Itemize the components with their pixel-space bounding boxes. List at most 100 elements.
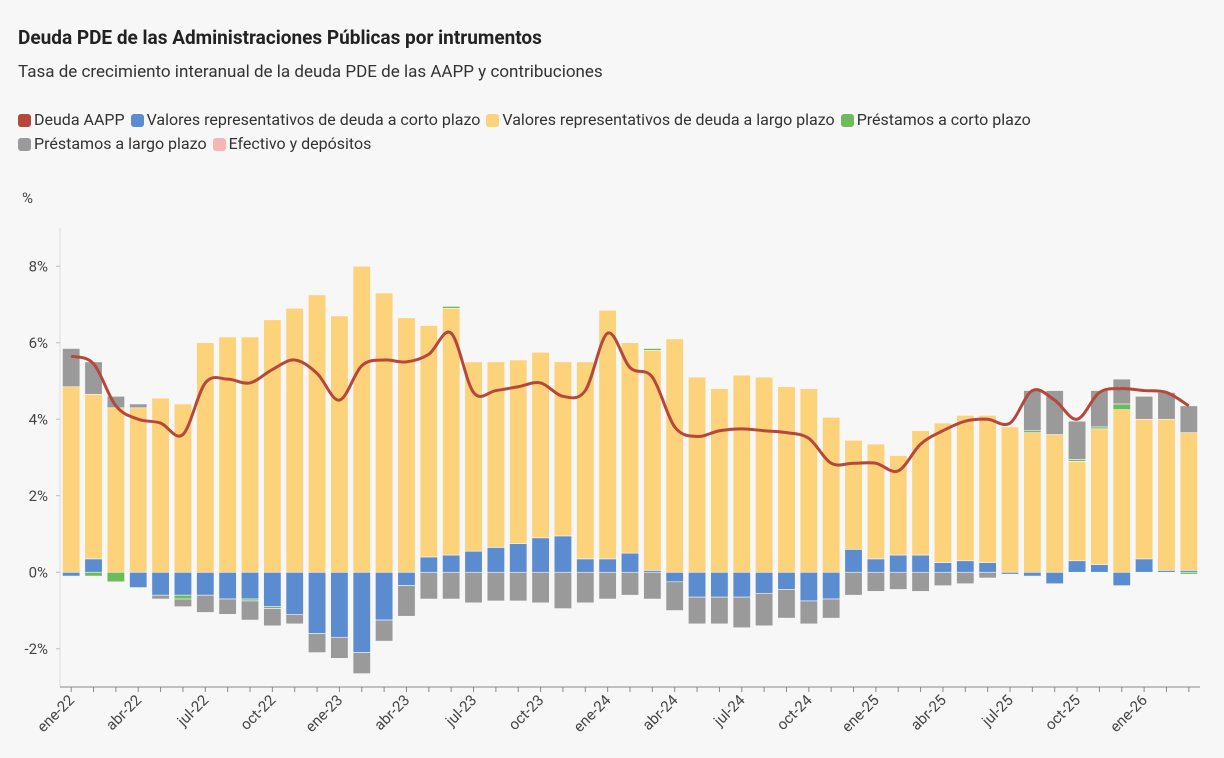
x-tick-label: abr-24 [639, 691, 682, 734]
bar [576, 571, 595, 604]
x-tick-label: ene-23 [302, 691, 347, 736]
bar [352, 265, 371, 573]
bar [419, 325, 438, 558]
legend-item: Valores representativos de deuda a largo… [486, 108, 835, 132]
chart-title: Deuda PDE de las Administraciones Públic… [18, 26, 542, 49]
bar [956, 560, 975, 573]
bar [1068, 560, 1087, 573]
bar [665, 571, 684, 583]
legend: Deuda AAPP Valores representativos de deu… [18, 108, 1208, 156]
bar [173, 594, 192, 600]
bar [531, 571, 550, 604]
bar [62, 386, 81, 573]
bar [1090, 390, 1109, 428]
legend-label: Valores representativos de deuda a largo… [502, 110, 835, 129]
bar [799, 571, 818, 602]
bar [173, 571, 192, 596]
bar [442, 571, 461, 600]
x-tick-label: oct-22 [237, 691, 280, 734]
bar [442, 554, 461, 573]
bar [486, 361, 505, 548]
bar [576, 558, 595, 573]
y-tick-label: 8% [29, 257, 48, 275]
bar [263, 571, 282, 607]
bar [151, 571, 170, 596]
bar [1135, 558, 1154, 573]
bar [710, 388, 729, 573]
bar [285, 614, 304, 625]
bar [1090, 428, 1109, 565]
x-tick-label: oct-24 [773, 691, 816, 734]
bar [911, 554, 930, 573]
bar [553, 571, 572, 609]
bar [844, 571, 863, 596]
bar [665, 338, 684, 573]
bar [240, 600, 260, 621]
bar [419, 556, 438, 573]
legend-label: Valores representativos de deuda a corto… [146, 110, 481, 129]
bar [531, 352, 550, 539]
bar [196, 594, 215, 613]
bar [308, 633, 327, 653]
bar [397, 317, 416, 573]
x-tick-label: jul-24 [709, 691, 749, 731]
legend-item: Préstamos a corto plazo [840, 108, 1031, 132]
bar [129, 403, 148, 409]
bar [375, 292, 394, 573]
bar [1045, 390, 1064, 435]
bar [375, 571, 394, 621]
x-tick-label: ene-26 [1106, 691, 1151, 736]
bar [933, 422, 952, 563]
bar [509, 543, 528, 573]
bar [553, 535, 572, 573]
legend-swatch [18, 113, 31, 127]
bar [1045, 571, 1064, 585]
legend-item: Deuda AAPP [18, 108, 125, 132]
bar [665, 581, 684, 611]
bar [889, 571, 908, 590]
bar [218, 571, 237, 600]
legend-label: Deuda AAPP [34, 110, 125, 129]
bar [889, 455, 908, 556]
bar [1179, 405, 1198, 433]
bar [173, 403, 192, 573]
bar [598, 571, 617, 600]
x-tick-label: abr-25 [907, 691, 950, 734]
bar [1023, 432, 1042, 573]
bar [643, 350, 662, 571]
x-tick-label: abr-23 [370, 691, 413, 734]
bar [1068, 461, 1087, 562]
bar [263, 608, 282, 627]
bar [240, 336, 260, 573]
bar [755, 571, 774, 594]
legend-swatch [18, 137, 31, 151]
bar [1157, 418, 1176, 571]
bar [688, 596, 707, 625]
bar [866, 558, 885, 573]
legend-label: Efectivo y depósitos [228, 134, 372, 153]
y-tick-label: 0% [29, 563, 48, 581]
legend-item: Efectivo y depósitos [212, 132, 372, 156]
bar [933, 571, 952, 586]
bar [710, 571, 729, 598]
bar [889, 554, 908, 573]
bar [956, 571, 975, 585]
bar [308, 294, 327, 573]
bar [330, 571, 349, 638]
bar [732, 571, 751, 598]
bar [598, 558, 617, 573]
bar [799, 600, 818, 625]
bar [486, 571, 505, 602]
bar [755, 376, 774, 573]
y-tick-label: 6% [29, 334, 48, 352]
bar [218, 336, 237, 573]
bar [173, 598, 192, 607]
bar [933, 562, 952, 573]
bar [1045, 434, 1064, 573]
x-tick-label: oct-23 [505, 691, 548, 734]
bar [978, 562, 997, 573]
bar [285, 571, 304, 615]
bar [352, 652, 371, 674]
line [70, 330, 1190, 474]
